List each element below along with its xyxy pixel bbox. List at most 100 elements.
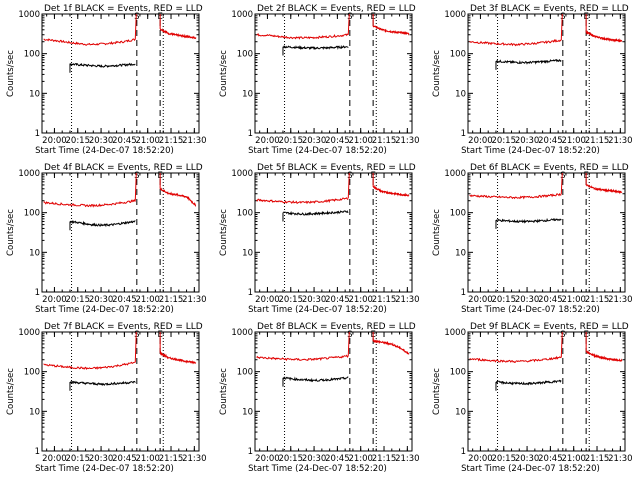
x-tick-label: 21:15	[372, 295, 397, 305]
marker-label-s: S	[560, 330, 565, 340]
y-tick-label: 100	[450, 368, 466, 378]
marker-label-s: S	[134, 330, 139, 340]
x-tick-label: 21:30	[395, 454, 420, 464]
lld-series-line-spike	[134, 331, 137, 363]
x-tick-label: 21:00	[348, 295, 373, 305]
x-tick-label: 21:00	[561, 295, 586, 305]
y-tick-label: 10	[455, 89, 466, 99]
events-series-line	[70, 380, 136, 387]
marker-label-s: S	[347, 12, 352, 22]
x-axis-label: Start Time (24-Dec-07 18:52:20)	[461, 464, 600, 474]
x-tick-label: 20:15	[492, 454, 517, 464]
y-axis-label: Counts/sec	[219, 50, 229, 97]
y-axis-label: Counts/sec	[6, 368, 16, 415]
det-panel-2: Det 2f BLACK = Events, RED = LLD 1 10 100 10…	[219, 4, 420, 156]
lld-series-line-post	[372, 184, 410, 198]
x-axis-label: Start Time (24-Dec-07 18:52:20)	[248, 305, 387, 315]
x-tick-label: 20:45	[112, 136, 137, 146]
marker-label-s: S	[134, 171, 139, 181]
x-axis-label: Start Time (24-Dec-07 18:52:20)	[248, 146, 387, 156]
det-panel-1: Det 1f BLACK = Events, RED = LLD 1 10 100 10…	[6, 4, 207, 156]
lld-series-line-spike	[347, 13, 350, 35]
marker-label-s: S	[347, 171, 352, 181]
events-series-line	[69, 62, 136, 68]
plot-frame	[467, 172, 626, 293]
lld-series-line	[256, 33, 349, 40]
x-tick-label: 20:15	[66, 136, 91, 146]
x-axis-label: Start Time (24-Dec-07 18:52:20)	[461, 305, 600, 315]
x-tick-label: 20:30	[515, 136, 540, 146]
x-tick-label: 20:45	[112, 454, 137, 464]
x-tick-label: 21:15	[159, 136, 184, 146]
y-tick-label: 10	[242, 89, 253, 99]
y-tick-label: 1000	[231, 10, 253, 20]
x-tick-label: 21:30	[395, 136, 420, 146]
x-tick-label: 21:30	[608, 295, 633, 305]
det-panel-9: Det 9f BLACK = Events, RED = LLD 1 10 100 10…	[432, 322, 633, 474]
y-axis-label: Counts/sec	[6, 209, 16, 256]
x-tick-label: 21:00	[561, 454, 586, 464]
lld-series-line	[469, 192, 562, 200]
y-tick-label: 100	[237, 50, 253, 60]
y-tick-label: 10	[455, 407, 466, 417]
x-tick-label: 20:30	[89, 136, 114, 146]
lld-series-line	[469, 38, 562, 47]
lld-series-line-spike	[134, 172, 137, 201]
events-series-line	[282, 376, 349, 383]
y-axis-label: Counts/sec	[6, 50, 16, 97]
marker-label-s: S	[560, 12, 565, 22]
lld-series-line-post	[372, 338, 410, 355]
marker-label-s: S	[560, 171, 565, 181]
x-tick-label: 21:30	[395, 295, 420, 305]
lld-series-line-spike	[560, 331, 563, 358]
y-tick-label: 1	[461, 129, 466, 139]
x-tick-label: 21:30	[182, 295, 207, 305]
lld-series-line-spike	[560, 172, 563, 195]
y-tick-label: 100	[24, 50, 40, 60]
x-tick-label: 21:00	[135, 295, 160, 305]
x-tick-label: 20:15	[279, 295, 304, 305]
plot-frame	[41, 331, 200, 452]
x-tick-label: 20:00	[42, 454, 67, 464]
det-panel-8: Det 8f BLACK = Events, RED = LLD 1 10 100 10…	[219, 322, 420, 474]
y-tick-label: 100	[450, 209, 466, 219]
y-tick-label: 100	[237, 209, 253, 219]
events-series-line	[69, 220, 136, 228]
y-tick-label: 100	[24, 209, 40, 219]
plot-frame	[41, 172, 200, 293]
x-tick-label: 20:15	[492, 136, 517, 146]
plot-frame	[254, 331, 413, 452]
y-tick-label: 1000	[231, 169, 253, 179]
det-panel-4: Det 4f BLACK = Events, RED = LLD 1 10 100 10…	[6, 163, 207, 315]
panel-title: Det 7f BLACK = Events, RED = LLD	[44, 322, 203, 332]
x-tick-label: 20:45	[325, 136, 350, 146]
lld-series-line-post	[159, 187, 197, 207]
x-axis-label: Start Time (24-Dec-07 18:52:20)	[248, 464, 387, 474]
x-tick-label: 21:15	[585, 454, 610, 464]
x-tick-label: 21:00	[561, 136, 586, 146]
x-tick-label: 20:15	[66, 454, 91, 464]
x-tick-label: 21:15	[372, 454, 397, 464]
x-tick-label: 20:30	[515, 454, 540, 464]
y-tick-label: 10	[29, 248, 40, 258]
marker-label-s: S	[134, 12, 139, 22]
x-tick-label: 20:00	[255, 136, 280, 146]
y-axis-label: Counts/sec	[432, 368, 442, 415]
y-tick-label: 10	[455, 248, 466, 258]
y-tick-label: 1000	[444, 10, 466, 20]
lld-series-line-spike	[347, 331, 350, 356]
lld-series-line	[256, 197, 349, 205]
y-axis-label: Counts/sec	[219, 368, 229, 415]
events-series-line	[495, 379, 562, 386]
det-panel-6: Det 6f BLACK = Events, RED = LLD 1 10 100 10…	[432, 163, 633, 315]
x-tick-label: 20:45	[538, 136, 563, 146]
y-tick-label: 1000	[444, 169, 466, 179]
events-series-line	[283, 44, 349, 51]
y-tick-label: 10	[29, 89, 40, 99]
lld-series-line	[43, 361, 136, 370]
lld-series-line	[43, 198, 136, 208]
y-tick-label: 1	[248, 129, 253, 139]
y-tick-label: 10	[29, 407, 40, 417]
x-tick-label: 21:30	[608, 136, 633, 146]
y-tick-label: 10	[242, 248, 253, 258]
